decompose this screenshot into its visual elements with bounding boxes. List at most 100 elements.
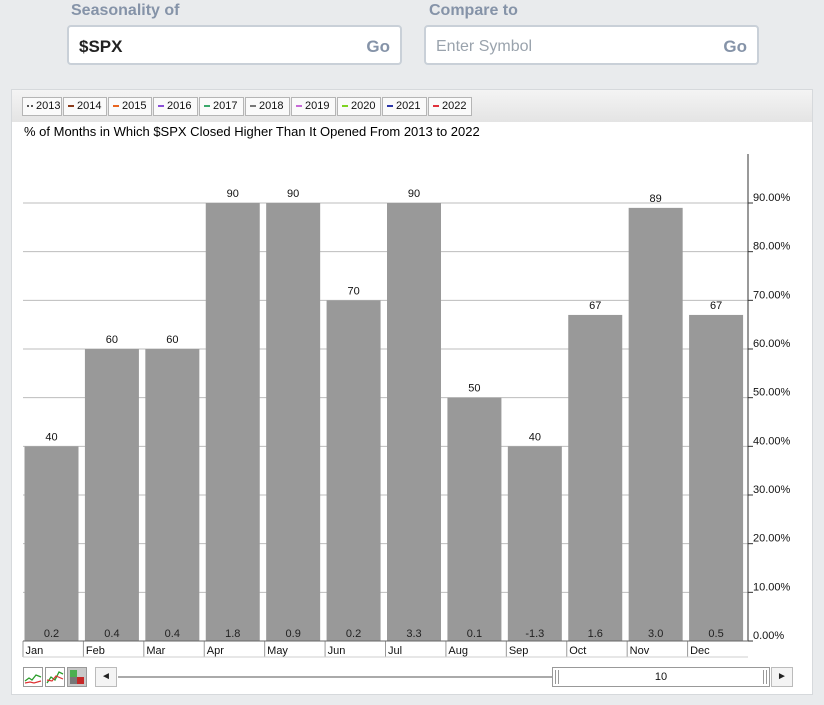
bar-value-label: 70 — [347, 285, 359, 297]
legend-item-2017[interactable]: 2017 — [199, 97, 244, 116]
scroll-right-button[interactable]: ► — [771, 667, 793, 687]
symbol-value: $SPX — [79, 37, 123, 56]
bar-Feb — [84, 349, 139, 641]
y-tick-label: 10.00% — [753, 581, 791, 593]
x-tick-label: Dec — [690, 645, 710, 657]
avg-change-label: 0.9 — [286, 628, 301, 640]
legend-swatch — [158, 105, 164, 108]
legend-swatch — [27, 105, 33, 108]
legend-swatch — [113, 105, 119, 108]
legend-swatch — [387, 105, 393, 108]
legend-item-2015[interactable]: 2015 — [108, 97, 152, 116]
multi-line-chart-icon[interactable] — [45, 667, 65, 687]
x-tick-label: Apr — [207, 645, 224, 657]
symbol-input[interactable]: $SPX Go — [67, 25, 402, 65]
y-tick-label: 80.00% — [753, 241, 791, 253]
bar-value-label: 50 — [468, 383, 480, 395]
y-tick-label: 60.00% — [753, 338, 791, 350]
compare-go-button[interactable]: Go — [723, 37, 747, 56]
bar-May — [266, 203, 321, 641]
legend-item-2021[interactable]: 2021 — [382, 97, 427, 116]
y-tick-label: 40.00% — [753, 435, 791, 447]
x-tick-label: Feb — [86, 645, 105, 657]
y-tick-label: 0.00% — [753, 630, 784, 642]
y-tick-label: 70.00% — [753, 289, 791, 301]
bar-Apr — [205, 203, 260, 641]
avg-change-label: -1.3 — [525, 628, 544, 640]
legend-label: 2013 — [36, 100, 61, 112]
bar-Sep — [507, 446, 562, 641]
legend-item-2018[interactable]: 2018 — [245, 97, 290, 116]
legend-swatch — [433, 105, 439, 108]
bar-Nov — [628, 207, 683, 641]
legend-label: 2020 — [351, 100, 376, 112]
bar-value-label: 89 — [650, 193, 662, 205]
avg-change-label: 0.4 — [104, 628, 119, 640]
legend-item-2013[interactable]: 2013 — [22, 97, 62, 116]
compare-input[interactable]: Enter Symbol Go — [424, 25, 759, 65]
legend-swatch — [68, 105, 74, 108]
legend-label: 2016 — [167, 100, 192, 112]
bar-value-label: 40 — [529, 431, 541, 443]
bar-value-label: 67 — [589, 300, 601, 312]
compare-label: Compare to — [429, 2, 518, 19]
y-tick-label: 20.00% — [753, 533, 791, 545]
avg-change-label: 0.5 — [708, 628, 723, 640]
legend-item-2014[interactable]: 2014 — [63, 97, 107, 116]
avg-change-label: 0.4 — [165, 628, 180, 640]
line-chart-icon[interactable] — [23, 667, 43, 687]
legend-swatch — [342, 105, 348, 108]
avg-change-label: 3.3 — [406, 628, 421, 640]
bar-value-label: 60 — [106, 334, 118, 346]
go-button[interactable]: Go — [366, 37, 390, 56]
bar-Mar — [145, 349, 200, 641]
search-bar: Seasonality of $SPX Go Compare to Enter … — [0, 0, 824, 79]
x-tick-label: Aug — [448, 645, 468, 657]
seasonality-label: Seasonality of — [71, 2, 180, 19]
bar-Aug — [447, 397, 502, 641]
legend-item-2019[interactable]: 2019 — [291, 97, 336, 116]
range-slider[interactable]: 10 — [552, 667, 770, 687]
x-tick-label: Nov — [630, 645, 650, 657]
legend-label: 2021 — [396, 100, 421, 112]
bar-value-label: 90 — [408, 188, 420, 200]
bar-Jul — [387, 203, 441, 641]
avg-change-label: 0.2 — [44, 628, 59, 640]
x-tick-label: Oct — [569, 645, 586, 657]
legend-label: 2017 — [213, 100, 238, 112]
avg-change-label: 3.0 — [648, 628, 663, 640]
bar-Jan — [24, 446, 79, 641]
bar-value-label: 67 — [710, 300, 722, 312]
y-tick-label: 90.00% — [753, 192, 791, 204]
x-tick-label: May — [267, 645, 288, 657]
legend-swatch — [204, 105, 210, 108]
legend-item-2022[interactable]: 2022 — [428, 97, 472, 116]
scroll-left-button[interactable]: ◄ — [95, 667, 117, 687]
legend-item-2016[interactable]: 2016 — [153, 97, 198, 116]
legend-label: 2014 — [77, 100, 102, 112]
legend-item-2020[interactable]: 2020 — [337, 97, 381, 116]
bar-value-label: 90 — [227, 188, 239, 200]
legend-label: 2022 — [442, 100, 467, 112]
bar-Oct — [568, 314, 623, 641]
x-tick-label: Jun — [328, 645, 346, 657]
avg-change-label: 0.2 — [346, 628, 361, 640]
bar-value-label: 90 — [287, 188, 299, 200]
bar-value-label: 40 — [45, 431, 57, 443]
legend-swatch — [296, 105, 302, 108]
bar-Dec — [689, 314, 744, 641]
bar-Jun — [326, 300, 381, 641]
chart-title: % of Months in Which $SPX Closed Higher … — [24, 124, 480, 139]
x-tick-label: Jan — [26, 645, 44, 657]
legend-label: 2019 — [305, 100, 330, 112]
avg-change-label: 1.6 — [588, 628, 603, 640]
scroll-track[interactable] — [118, 676, 552, 678]
x-tick-label: Sep — [509, 645, 529, 657]
legend-label: 2015 — [122, 100, 147, 112]
legend-swatch — [250, 105, 256, 108]
bar-chart-icon[interactable] — [67, 667, 87, 687]
avg-change-label: 1.8 — [225, 628, 240, 640]
bar-value-label: 60 — [166, 334, 178, 346]
avg-change-label: 0.1 — [467, 628, 482, 640]
